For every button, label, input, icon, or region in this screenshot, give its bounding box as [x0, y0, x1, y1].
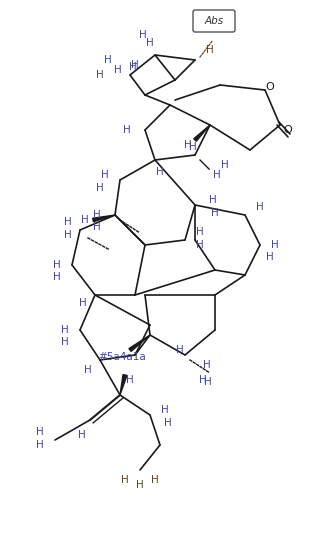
Text: H: H — [36, 427, 44, 437]
Text: H: H — [131, 60, 139, 70]
Text: H: H — [93, 210, 101, 220]
Text: H: H — [36, 440, 44, 450]
Text: H: H — [126, 375, 134, 385]
Text: #5a4a1a: #5a4a1a — [98, 352, 146, 362]
Text: H: H — [266, 252, 274, 262]
Text: H: H — [176, 345, 184, 355]
Text: H: H — [53, 260, 61, 270]
Text: H: H — [104, 55, 112, 65]
Text: H: H — [93, 222, 101, 232]
Text: H: H — [123, 125, 131, 135]
Text: H: H — [151, 475, 159, 485]
Text: H: H — [81, 215, 89, 225]
Text: H: H — [189, 142, 197, 152]
Text: H: H — [139, 30, 147, 40]
Text: H: H — [53, 272, 61, 282]
Text: H: H — [121, 475, 129, 485]
Text: H: H — [156, 167, 164, 177]
Text: O: O — [266, 82, 275, 92]
Text: H: H — [79, 298, 87, 308]
Polygon shape — [129, 335, 150, 351]
Text: H: H — [256, 202, 264, 212]
Text: H: H — [114, 65, 122, 75]
Text: H: H — [61, 325, 69, 335]
Text: H: H — [211, 208, 219, 218]
Text: H: H — [136, 480, 144, 490]
Text: H: H — [199, 375, 207, 385]
Text: O: O — [284, 125, 292, 135]
Text: H: H — [203, 360, 211, 370]
Text: H: H — [96, 70, 104, 80]
Text: H: H — [204, 377, 212, 387]
Text: H: H — [221, 160, 229, 170]
Text: H: H — [271, 240, 279, 250]
FancyBboxPatch shape — [193, 10, 235, 32]
Text: Abs: Abs — [204, 16, 223, 26]
Text: H: H — [213, 170, 221, 180]
Text: H: H — [64, 217, 72, 227]
Text: H: H — [164, 418, 172, 428]
Text: H: H — [206, 45, 214, 55]
Text: H: H — [129, 62, 137, 72]
Text: H: H — [196, 227, 204, 237]
Text: H: H — [161, 405, 169, 415]
Text: H: H — [146, 38, 154, 48]
Polygon shape — [120, 374, 127, 395]
Text: H: H — [78, 430, 86, 440]
Polygon shape — [194, 125, 210, 141]
Polygon shape — [93, 215, 115, 222]
Text: H: H — [64, 230, 72, 240]
Text: H: H — [84, 365, 92, 375]
Text: H: H — [209, 195, 217, 205]
Text: H: H — [61, 337, 69, 347]
Text: H: H — [184, 140, 192, 150]
Text: H: H — [196, 240, 204, 250]
Text: H: H — [101, 170, 109, 180]
Text: H: H — [96, 183, 104, 193]
